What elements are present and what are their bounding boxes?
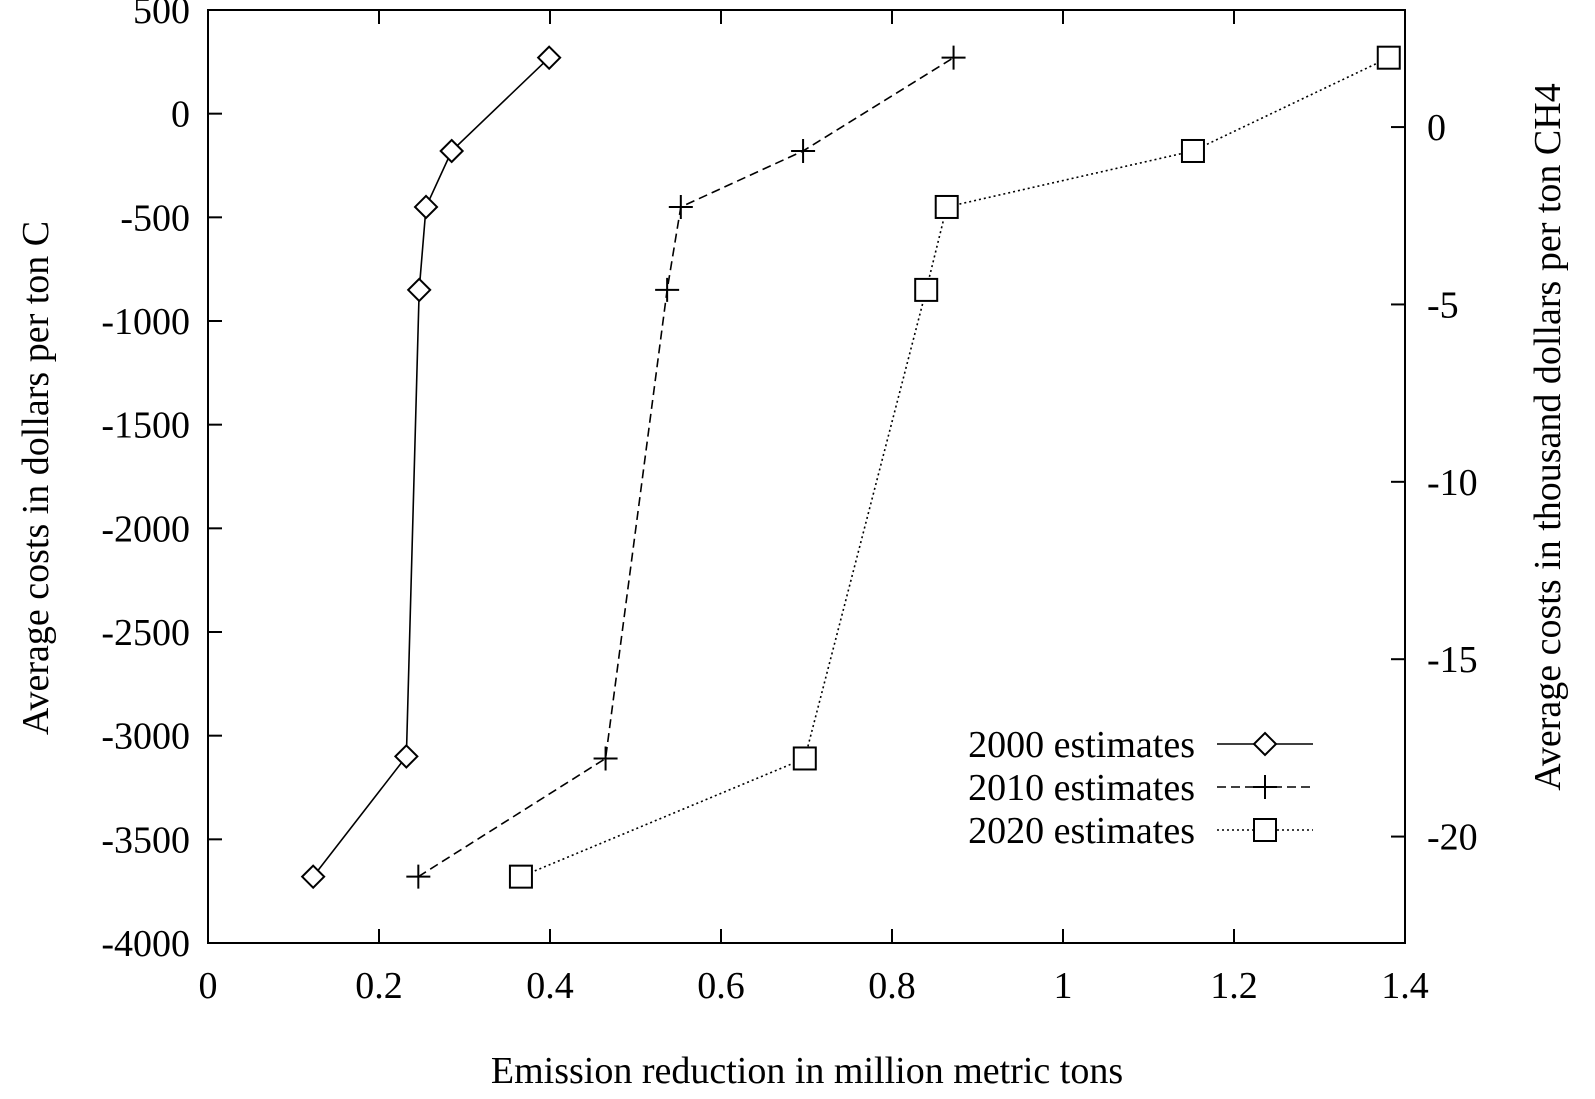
data-point	[593, 746, 618, 771]
data-point	[655, 277, 680, 302]
x-axis-title: Emission reduction in million metric ton…	[491, 1050, 1123, 1092]
series-diamond	[300, 45, 562, 890]
legend-marker	[1253, 818, 1277, 842]
x-tick-label: 0.8	[868, 965, 916, 1007]
data-point	[406, 277, 432, 303]
y-tick-label: -500	[120, 197, 190, 239]
y-tick-label: -2500	[101, 612, 190, 654]
series-line	[520, 56, 1390, 878]
y-axis-title: Average costs in dollars per ton C	[15, 221, 57, 735]
data-point	[914, 277, 939, 302]
y-tick-label: -3000	[101, 716, 190, 758]
legend-marker	[1253, 775, 1277, 799]
data-point	[413, 194, 439, 220]
y2-axis-title: Average costs in thousand dollars per to…	[1527, 83, 1569, 790]
x-tick-label: 1	[1054, 965, 1073, 1007]
series-square	[508, 45, 1401, 889]
y-tick-label: 500	[133, 0, 190, 32]
series-group	[300, 45, 1401, 890]
data-point	[1376, 45, 1401, 70]
y-tick-label: -1500	[101, 405, 190, 447]
y2-tick-label: -15	[1427, 639, 1478, 681]
y-tick-label: -1000	[101, 301, 190, 343]
y2-tick-label: -5	[1427, 284, 1459, 326]
series-plus	[406, 45, 966, 889]
data-point	[300, 864, 326, 890]
y-tick-label: -3500	[101, 819, 190, 861]
y-tick-label: -2000	[101, 508, 190, 550]
series-line	[312, 57, 550, 878]
legend-marker	[1252, 731, 1278, 757]
data-point	[934, 194, 959, 219]
x-tick-label: 0.4	[526, 965, 574, 1007]
x-tick-label: 0.2	[355, 965, 403, 1007]
plot-area	[207, 9, 1406, 944]
x-tick-label: 0.6	[697, 965, 745, 1007]
y-tick-label: -4000	[101, 923, 190, 965]
y2-tick-label: 0	[1427, 107, 1446, 149]
y2-tick-label: -10	[1427, 462, 1478, 504]
y-tick-label: 0	[171, 94, 190, 136]
data-point	[536, 45, 562, 71]
data-point	[941, 45, 966, 70]
legend-label: 2020 estimates	[968, 810, 1195, 852]
data-point	[1180, 138, 1205, 163]
data-point	[508, 864, 533, 889]
data-point	[668, 194, 693, 219]
data-point	[393, 743, 419, 769]
data-point	[406, 864, 431, 889]
axes: 0 0.2 0.4 0.6 0.8 1 1.2 1.4 -4000 -3500 -3000 -2500…	[101, 0, 1477, 1007]
y2-tick-label: -20	[1427, 817, 1478, 859]
legend-label: 2010 estimates	[968, 767, 1195, 809]
data-point	[439, 138, 465, 164]
plot-frame	[207, 9, 1406, 944]
series-line	[417, 57, 954, 878]
legend-label: 2000 estimates	[968, 724, 1195, 766]
data-point	[791, 138, 816, 163]
data-point	[792, 746, 817, 771]
x-tick-label: 0	[199, 965, 218, 1007]
x-tick-label: 1.4	[1381, 965, 1429, 1007]
x-tick-label: 1.2	[1210, 965, 1258, 1007]
